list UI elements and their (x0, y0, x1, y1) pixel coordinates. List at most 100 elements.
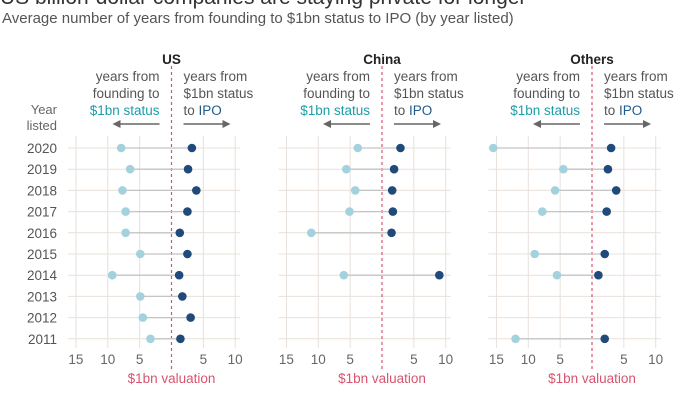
annotation-left-highlight: $1bn status (510, 103, 580, 118)
year-label: 2020 (27, 141, 57, 156)
dot-1bn-to-ipo (389, 164, 399, 174)
dot-founding-to-1bn (342, 164, 351, 174)
dot-1bn-to-ipo (603, 164, 613, 174)
dot-founding-to-1bn (550, 186, 560, 195)
chart-subtitle: Average number of years from founding to… (2, 10, 514, 27)
annotation-right: years from (604, 69, 668, 84)
dot-1bn-to-ipo (387, 186, 397, 195)
x-tick-label: 10 (228, 352, 243, 367)
arrow-right-icon (433, 120, 441, 128)
year-label: 2018 (27, 183, 57, 198)
dot-founding-to-1bn (538, 207, 547, 216)
x-tick-label: 10 (311, 352, 326, 367)
dot-1bn-to-ipo (178, 292, 187, 301)
dot-founding-to-1bn (306, 228, 316, 238)
annotation-right: to IPO (604, 103, 642, 118)
annotation-left: founding to (303, 86, 370, 101)
reference-label: $1bn valuation (548, 371, 636, 386)
dot-founding-to-1bn (353, 143, 363, 153)
year-label: 2019 (27, 162, 57, 177)
annotation-left: founding to (93, 86, 160, 101)
dot-founding-to-1bn (350, 186, 360, 195)
dot-1bn-to-ipo (606, 143, 616, 153)
year-label: 2014 (27, 268, 58, 283)
annotation-right: to IPO (184, 103, 222, 118)
x-tick-label: 10 (438, 352, 453, 367)
annotation-right-to: to (184, 103, 199, 118)
arrow-left-icon (112, 120, 121, 128)
dot-1bn-to-ipo (176, 334, 185, 344)
reference-label: $1bn valuation (338, 371, 426, 386)
panel-others: Others years from founding to $1bn status ye… (488, 52, 674, 386)
annotation-right-to: to (604, 103, 619, 118)
arrow-right-icon (643, 120, 651, 128)
dot-founding-to-1bn (138, 313, 148, 322)
dot-1bn-to-ipo (611, 186, 621, 195)
year-label: 2013 (27, 289, 57, 304)
x-tick-label: 5 (410, 352, 418, 367)
x-tick-label: 15 (279, 352, 294, 367)
x-tick-label: 5 (346, 352, 354, 367)
dot-founding-to-1bn (107, 270, 117, 280)
year-label: 2016 (27, 226, 57, 241)
x-tick-label: 15 (68, 352, 83, 367)
annotation-left: founding to (513, 86, 580, 101)
panel-title: US (162, 52, 181, 67)
dot-founding-to-1bn (135, 249, 145, 259)
panel-title: China (363, 52, 401, 67)
annotation-right-to: to (394, 103, 409, 118)
dot-founding-to-1bn (488, 143, 498, 153)
dot-founding-to-1bn (530, 249, 539, 259)
x-tick-label: 5 (200, 352, 208, 367)
annotation-right: years from (184, 69, 248, 84)
dot-founding-to-1bn (125, 164, 135, 174)
dot-1bn-to-ipo (602, 207, 611, 216)
arrow-right-icon (222, 120, 231, 128)
dot-founding-to-1bn (552, 270, 562, 280)
year-label: 2017 (27, 205, 57, 220)
dot-1bn-to-ipo (396, 143, 405, 153)
annotation-right: years from (394, 69, 458, 84)
chart-title: US billion-dollar companies are staying … (0, 0, 526, 10)
annotation-right: $1bn status (394, 86, 464, 101)
x-tick-label: 10 (521, 352, 536, 367)
x-tick-label: 10 (100, 352, 115, 367)
dot-1bn-to-ipo (174, 270, 184, 280)
year-axis-label: Year (31, 102, 58, 117)
dot-founding-to-1bn (339, 270, 349, 280)
x-tick-label: 5 (136, 352, 144, 367)
dot-founding-to-1bn (121, 228, 130, 238)
dot-1bn-to-ipo (600, 249, 610, 259)
dot-1bn-to-ipo (183, 249, 192, 259)
arrow-left-icon (323, 120, 331, 128)
x-tick-label: 10 (648, 352, 663, 367)
reference-label: $1bn valuation (128, 371, 216, 386)
annotation-right: $1bn status (604, 86, 674, 101)
dot-1bn-to-ipo (435, 270, 444, 280)
x-tick-label: 15 (489, 352, 504, 367)
x-tick-label: 5 (620, 352, 628, 367)
arrow-left-icon (533, 120, 541, 128)
dot-1bn-to-ipo (183, 207, 192, 216)
annotation-right-ipo: IPO (619, 103, 642, 118)
dot-1bn-to-ipo (187, 143, 197, 153)
year-label: 2015 (27, 247, 57, 262)
dot-founding-to-1bn (116, 143, 126, 153)
x-tick-label: 5 (556, 352, 564, 367)
dot-founding-to-1bn (511, 334, 520, 344)
year-axis-label: listed (27, 118, 57, 133)
annotation-left-highlight: $1bn status (90, 103, 160, 118)
dot-1bn-to-ipo (183, 164, 193, 174)
dot-1bn-to-ipo (192, 186, 201, 195)
annotation-left: years from (96, 69, 160, 84)
dot-1bn-to-ipo (387, 228, 396, 238)
annotation-left-highlight: $1bn status (300, 103, 370, 118)
annotation-right: to IPO (394, 103, 432, 118)
annotation-left: years from (306, 69, 370, 84)
annotation-right-ipo: IPO (409, 103, 432, 118)
dot-founding-to-1bn (118, 186, 127, 195)
panel-china: China years from founding to $1bn status yea… (278, 52, 464, 386)
dot-founding-to-1bn (121, 207, 130, 216)
